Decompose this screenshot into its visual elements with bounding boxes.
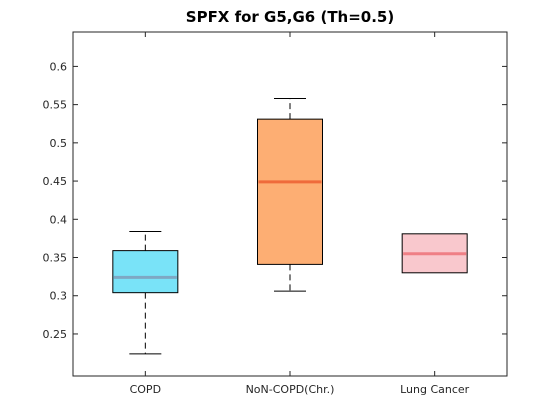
x-tick-label: Lung Cancer [400,383,470,396]
x-tick-label: NoN-COPD(Chr.) [246,383,335,396]
y-tick-label: 0.55 [43,99,68,112]
box-non-copd-chr [257,118,323,265]
chart-title: SPFX for G5,G6 (Th=0.5) [186,8,394,26]
box-copd [112,250,179,294]
y-tick-label: 0.3 [50,290,68,303]
x-tick-label: COPD [130,383,161,396]
y-tick-label: 0.35 [43,252,68,265]
y-tick-label: 0.4 [50,213,68,226]
y-tick-label: 0.45 [43,175,68,188]
y-tick-label: 0.5 [50,137,68,150]
y-tick-label: 0.25 [43,328,68,341]
plot-area: 0.25 0.3 0.35 0.4 0.45 0.5 0.55 0.6 COPD NoN-COPD… [43,31,508,396]
y-tick-label: 0.6 [50,60,68,73]
